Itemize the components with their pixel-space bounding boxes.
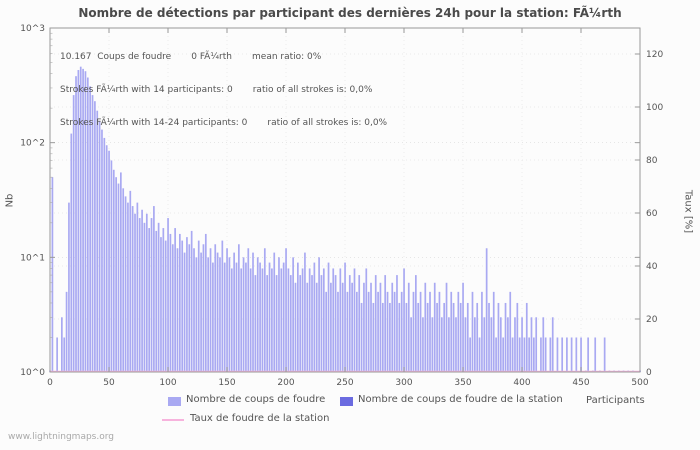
annotation-line-2: Strokes FÃ¼rth with 14 participants: 0 r…	[60, 85, 373, 95]
legend-swatch-station-strikes	[340, 397, 353, 406]
y-axis-left-label: Nb	[4, 193, 16, 208]
svg-text:0: 0	[47, 378, 53, 388]
svg-text:20: 20	[646, 315, 658, 325]
annotation-line-1: 10.167 Coups de foudre 0 FÃ¼rth mean rat…	[60, 52, 322, 62]
watermark-url: www.lightningmaps.org	[8, 432, 114, 442]
svg-text:100: 100	[159, 378, 176, 388]
svg-text:250: 250	[336, 378, 353, 388]
svg-text:50: 50	[103, 378, 115, 388]
svg-text:10^3: 10^3	[20, 24, 45, 34]
svg-text:120: 120	[646, 50, 663, 60]
chart-title: Nombre de détections par participant des…	[78, 6, 622, 20]
legend-swatch-ratio-line	[162, 419, 184, 421]
svg-text:0: 0	[646, 368, 652, 378]
svg-text:100: 100	[646, 103, 663, 113]
legend-label-station-strikes: Nombre de coups de foudre de la station	[358, 394, 563, 405]
annotation-line-3: Strokes FÃ¼rth with 14-24 participants: …	[60, 118, 388, 128]
svg-text:10^0: 10^0	[20, 368, 45, 378]
svg-text:300: 300	[395, 378, 412, 388]
legend-label-ratio: Taux de foudre de la station	[190, 413, 330, 424]
chart-canvas: 10^0 10^1 10^2 10^3 0 20 40 60 80 100 120 0 50 100 150…	[20, 24, 663, 388]
svg-text:10^2: 10^2	[20, 139, 45, 149]
legend-swatch-strikes	[168, 397, 181, 406]
svg-text:350: 350	[454, 378, 471, 388]
svg-text:500: 500	[631, 378, 648, 388]
y-axis-right-label: Taux [%]	[682, 189, 694, 234]
svg-text:400: 400	[513, 378, 530, 388]
stats-annotations: 10.167 Coups de foudre 0 FÃ¼rth mean rat…	[60, 30, 387, 151]
svg-text:450: 450	[572, 378, 589, 388]
svg-text:200: 200	[277, 378, 294, 388]
x-axis-label: Participants	[586, 395, 645, 406]
svg-text:80: 80	[646, 156, 658, 166]
legend-label-strikes: Nombre de coups de foudre	[186, 394, 326, 405]
svg-text:10^1: 10^1	[20, 253, 45, 263]
svg-text:150: 150	[218, 378, 235, 388]
svg-text:60: 60	[646, 209, 658, 219]
svg-text:40: 40	[646, 262, 658, 272]
